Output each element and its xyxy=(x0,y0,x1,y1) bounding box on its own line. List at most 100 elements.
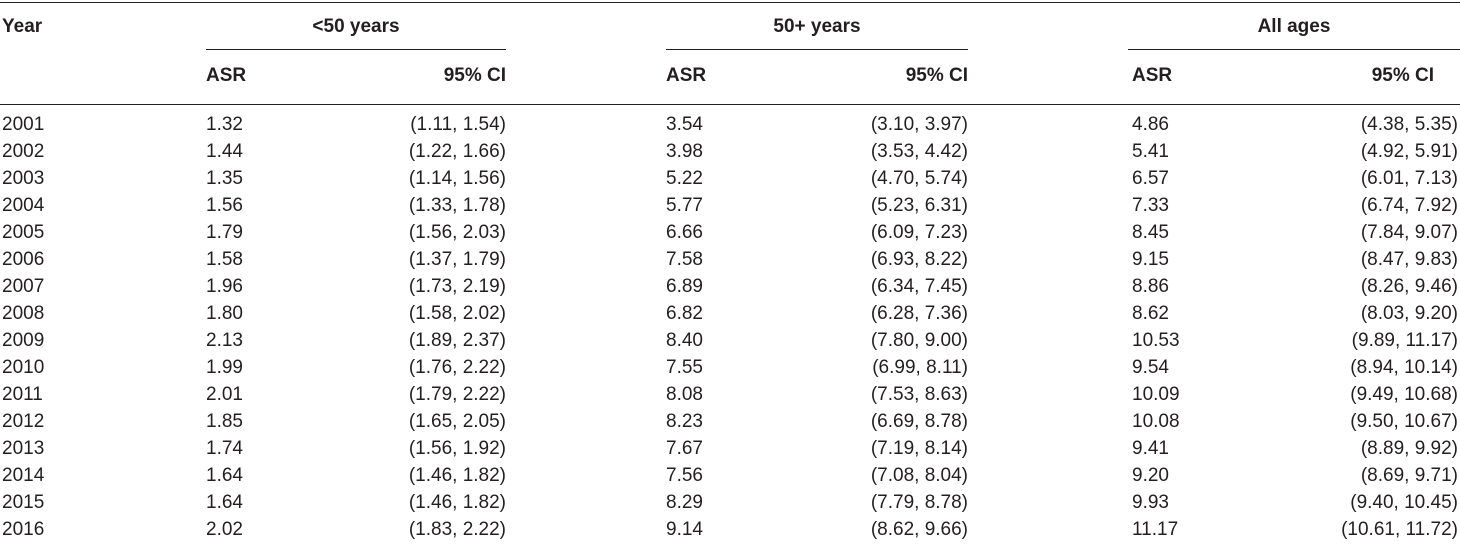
ci-cell-all-ages: (7.84, 9.07) xyxy=(1360,222,1458,243)
asr-cell-50-plus: 6.66 xyxy=(666,222,703,243)
asr-cell-all-ages: 9.41 xyxy=(1132,438,1169,459)
group-underline-50-plus xyxy=(666,49,968,50)
ci-cell-under-50: (1.79, 2.22) xyxy=(408,384,506,405)
ci-cell-50-plus: (6.69, 8.78) xyxy=(870,411,968,432)
ci-cell-50-plus: (3.53, 4.42) xyxy=(870,141,968,162)
asr-cell-50-plus: 3.54 xyxy=(666,114,703,135)
group-underline-under-50 xyxy=(206,49,506,50)
year-cell: 2015 xyxy=(2,492,45,513)
table-row: 2009 2.13 (1.89, 2.37) 8.40 (7.80, 9.00) 10.5… xyxy=(0,330,1460,357)
year-cell: 2005 xyxy=(2,222,45,243)
table-row: 2016 2.02 (1.83, 2.22) 9.14 (8.62, 9.66) 11.1… xyxy=(0,519,1460,546)
asr-cell-50-plus: 6.89 xyxy=(666,276,703,297)
table-row: 2008 1.80 (1.58, 2.02) 6.82 (6.28, 7.36) 8.62… xyxy=(0,303,1460,330)
year-cell: 2001 xyxy=(2,114,45,135)
year-cell: 2004 xyxy=(2,195,45,216)
ci-cell-under-50: (1.46, 1.82) xyxy=(408,492,506,513)
year-cell: 2006 xyxy=(2,249,45,270)
asr-cell-under-50: 2.02 xyxy=(206,519,243,540)
asr-cell-all-ages: 8.86 xyxy=(1132,276,1169,297)
ci-cell-all-ages: (8.94, 10.14) xyxy=(1350,357,1458,378)
asr-cell-all-ages: 9.54 xyxy=(1132,357,1169,378)
ci-cell-all-ages: (6.74, 7.92) xyxy=(1360,195,1458,216)
table-row: 2004 1.56 (1.33, 1.78) 5.77 (5.23, 6.31) 7.33… xyxy=(0,195,1460,222)
ci-cell-50-plus: (6.09, 7.23) xyxy=(870,222,968,243)
ci-cell-all-ages: (10.61, 11.72) xyxy=(1341,519,1458,540)
ci-cell-50-plus: (6.34, 7.45) xyxy=(870,276,968,297)
asr-cell-50-plus: 8.29 xyxy=(666,492,703,513)
asr-cell-all-ages: 10.08 xyxy=(1132,411,1180,432)
ci-cell-all-ages: (9.50, 10.67) xyxy=(1350,411,1458,432)
year-cell: 2010 xyxy=(2,357,45,378)
ci-cell-under-50: (1.89, 2.37) xyxy=(408,330,506,351)
asr-cell-50-plus: 8.08 xyxy=(666,384,703,405)
year-header: Year xyxy=(2,16,43,37)
asr-cell-50-plus: 7.56 xyxy=(666,465,703,486)
asr-cell-50-plus: 7.58 xyxy=(666,249,703,270)
table-row: 2014 1.64 (1.46, 1.82) 7.56 (7.08, 8.04) 9.20… xyxy=(0,465,1460,492)
ci-cell-under-50: (1.37, 1.79) xyxy=(408,249,506,270)
asr-cell-50-plus: 5.77 xyxy=(666,195,703,216)
group-underline-all-ages xyxy=(1128,49,1460,50)
year-cell: 2007 xyxy=(2,276,45,297)
ci-cell-all-ages: (4.38, 5.35) xyxy=(1360,114,1458,135)
ci-cell-all-ages: (8.03, 9.20) xyxy=(1360,303,1458,324)
ci-cell-under-50: (1.83, 2.22) xyxy=(408,519,506,540)
asr-cell-all-ages: 9.15 xyxy=(1132,249,1169,270)
asr-cell-under-50: 1.96 xyxy=(206,276,243,297)
table-row: 2011 2.01 (1.79, 2.22) 8.08 (7.53, 8.63) 10.0… xyxy=(0,384,1460,411)
ci-cell-50-plus: (7.08, 8.04) xyxy=(870,465,968,486)
ci-cell-50-plus: (6.93, 8.22) xyxy=(870,249,968,270)
asr-cell-under-50: 1.32 xyxy=(206,114,243,135)
asr-cell-all-ages: 6.57 xyxy=(1132,168,1169,189)
asr-cell-50-plus: 3.98 xyxy=(666,141,703,162)
ci-cell-under-50: (1.65, 2.05) xyxy=(408,411,506,432)
asr-cell-50-plus: 8.40 xyxy=(666,330,703,351)
asr-cell-all-ages: 5.41 xyxy=(1132,141,1169,162)
year-cell: 2003 xyxy=(2,168,45,189)
table-row: 2010 1.99 (1.76, 2.22) 7.55 (6.99, 8.11) 9.54… xyxy=(0,357,1460,384)
ci-cell-all-ages: (9.89, 11.17) xyxy=(1351,330,1458,351)
ci-cell-all-ages: (9.49, 10.68) xyxy=(1350,384,1458,405)
year-cell: 2009 xyxy=(2,330,45,351)
ci-cell-50-plus: (7.80, 9.00) xyxy=(870,330,968,351)
ci-cell-50-plus: (3.10, 3.97) xyxy=(870,114,968,135)
table-row: 2012 1.85 (1.65, 2.05) 8.23 (6.69, 8.78) 10.0… xyxy=(0,411,1460,438)
asr-cell-all-ages: 8.62 xyxy=(1132,303,1169,324)
ci-cell-50-plus: (7.79, 8.78) xyxy=(870,492,968,513)
asr-cell-under-50: 1.85 xyxy=(206,411,243,432)
ci-cell-under-50: (1.46, 1.82) xyxy=(408,465,506,486)
table-row: 2002 1.44 (1.22, 1.66) 3.98 (3.53, 4.42) 5.41… xyxy=(0,141,1460,168)
table-top-rule xyxy=(0,2,1460,3)
asr-cell-50-plus: 7.67 xyxy=(666,438,703,459)
asr-cell-50-plus: 8.23 xyxy=(666,411,703,432)
ci-cell-50-plus: (7.53, 8.63) xyxy=(870,384,968,405)
year-cell: 2012 xyxy=(2,411,45,432)
asr-cell-under-50: 1.80 xyxy=(206,303,243,324)
ci-cell-under-50: (1.22, 1.66) xyxy=(408,141,506,162)
ci-cell-under-50: (1.14, 1.56) xyxy=(408,168,506,189)
ci-header-50-plus: 95% CI xyxy=(905,65,968,86)
year-cell: 2016 xyxy=(2,519,45,540)
ci-cell-all-ages: (8.69, 9.71) xyxy=(1360,465,1458,486)
asr-header-50-plus: ASR xyxy=(666,65,707,86)
table-row: 2001 1.32 (1.11, 1.54) 3.54 (3.10, 3.97) 4.86… xyxy=(0,114,1460,141)
ci-cell-all-ages: (8.89, 9.92) xyxy=(1360,438,1458,459)
asr-header-all-ages: ASR xyxy=(1132,65,1173,86)
asr-cell-under-50: 1.64 xyxy=(206,492,243,513)
asr-cell-50-plus: 7.55 xyxy=(666,357,703,378)
ci-cell-50-plus: (6.99, 8.11) xyxy=(872,357,968,378)
ci-cell-under-50: (1.73, 2.19) xyxy=(408,276,506,297)
asr-header-under-50: ASR xyxy=(206,65,247,86)
asr-cell-under-50: 1.58 xyxy=(206,249,243,270)
year-cell: 2013 xyxy=(2,438,45,459)
asr-cell-50-plus: 9.14 xyxy=(666,519,703,540)
ci-cell-all-ages: (8.26, 9.46) xyxy=(1360,276,1458,297)
year-cell: 2008 xyxy=(2,303,45,324)
ci-cell-all-ages: (6.01, 7.13) xyxy=(1360,168,1458,189)
asr-cell-under-50: 1.56 xyxy=(206,195,243,216)
asr-cell-all-ages: 7.33 xyxy=(1132,195,1169,216)
group-header-under-50: <50 years xyxy=(312,16,400,37)
table-row: 2005 1.79 (1.56, 2.03) 6.66 (6.09, 7.23) 8.45… xyxy=(0,222,1460,249)
asr-cell-50-plus: 5.22 xyxy=(666,168,703,189)
